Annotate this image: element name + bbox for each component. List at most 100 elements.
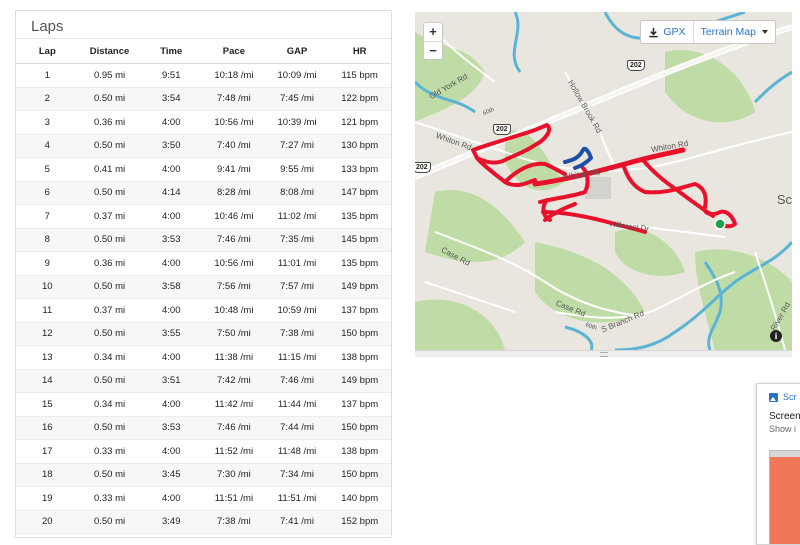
lap-row[interactable]: 17 0.33 mi 4:00 11:52 /mi 11:48 /mi 138 bpm (16, 439, 391, 464)
lap-cell-time: 4:00 (140, 204, 203, 229)
lap-row[interactable]: 13 0.34 mi 4:00 11:38 /mi 11:15 /mi 138 bpm (16, 345, 391, 370)
download-icon (649, 27, 658, 37)
lap-cell-pace: 10:56 /mi (202, 110, 266, 135)
lap-cell-pace: 8:28 /mi (202, 181, 266, 205)
map-toolbar: GPX Terrain Map (640, 20, 776, 44)
lap-cell-time: 9:51 (140, 63, 203, 88)
lap-row[interactable]: 11 0.37 mi 4:00 10:48 /mi 10:59 /mi 137 bpm (16, 298, 391, 323)
lap-cell-time: 4:00 (140, 251, 203, 276)
lap-cell-lap: 4 (16, 134, 79, 158)
col-header-hr[interactable]: HR (328, 39, 391, 64)
lap-cell-time: 3:53 (140, 416, 203, 440)
lap-row[interactable]: 10 0.50 mi 3:58 7:56 /mi 7:57 /mi 149 bpm (16, 275, 391, 299)
lap-row[interactable]: 20 0.50 mi 3:49 7:38 /mi 7:41 /mi 152 bpm (16, 510, 391, 534)
screenshot-thumbnail[interactable] (769, 450, 800, 544)
laps-header-row: Lap Distance Time Pace GAP HR (16, 39, 391, 64)
lap-row[interactable]: 15 0.34 mi 4:00 11:42 /mi 11:44 /mi 137 bpm (16, 392, 391, 417)
lap-cell-lap: 13 (16, 345, 79, 370)
building (585, 177, 611, 199)
lap-cell-lap: 17 (16, 439, 79, 464)
lap-cell-hr: 138 bpm (328, 533, 391, 537)
lap-cell-gap: 11:48 /mi (265, 439, 329, 464)
lap-cell-hr: 150 bpm (328, 416, 391, 440)
lap-cell-gap: 10:39 /mi (265, 110, 329, 135)
lap-cell-time: 4:00 (140, 157, 203, 182)
lap-row[interactable]: 19 0.33 mi 4:00 11:51 /mi 11:51 /mi 140 bpm (16, 486, 391, 511)
lap-row[interactable]: 16 0.50 mi 3:53 7:46 /mi 7:44 /mi 150 bpm (16, 416, 391, 440)
col-header-time[interactable]: Time (140, 39, 203, 64)
lap-cell-gap: 10:59 /mi (265, 298, 329, 323)
lap-row[interactable]: 1 0.95 mi 9:51 10:18 /mi 10:09 /mi 115 bpm (16, 63, 391, 88)
lap-cell-gap: 11:01 /mi (265, 251, 329, 276)
col-header-distance[interactable]: Distance (78, 39, 141, 64)
lap-cell-time: 4:00 (140, 110, 203, 135)
lap-cell-distance: 0.50 mi (78, 369, 141, 393)
lap-cell-lap: 14 (16, 369, 79, 393)
lap-cell-hr: 138 bpm (328, 439, 391, 464)
lap-row[interactable]: 2 0.50 mi 3:54 7:48 /mi 7:45 /mi 122 bpm (16, 87, 391, 111)
lap-cell-distance: 0.50 mi (78, 322, 141, 346)
lap-row[interactable]: 8 0.50 mi 3:53 7:46 /mi 7:35 /mi 145 bpm (16, 228, 391, 252)
lap-cell-gap: 11:51 /mi (265, 486, 329, 511)
lap-cell-lap: 20 (16, 510, 79, 534)
route-shield: 202 (493, 124, 511, 135)
lap-row[interactable]: 14 0.50 mi 3:51 7:42 /mi 7:46 /mi 149 bpm (16, 369, 391, 393)
lap-cell-distance: 0.50 mi (78, 510, 141, 534)
zoom-out-button[interactable]: − (429, 43, 437, 58)
terrain-map-canvas[interactable] (415, 12, 792, 350)
lap-cell-distance: 0.50 mi (78, 87, 141, 111)
col-header-gap[interactable]: GAP (265, 39, 329, 64)
lap-cell-time: 3:53 (140, 228, 203, 252)
col-header-pace[interactable]: Pace (202, 39, 266, 64)
gpx-download-button[interactable]: GPX (641, 21, 692, 43)
lap-cell-distance: 0.34 mi (78, 345, 141, 370)
screenshot-popup-card[interactable]: Scr Screen Show i (756, 383, 800, 545)
lap-cell-pace: 7:30 /mi (202, 463, 266, 487)
map-resize-bar[interactable] (415, 350, 792, 357)
zoom-in-button[interactable]: + (424, 23, 442, 42)
lap-cell-pace: 10:18 /mi (202, 63, 266, 88)
lap-cell-hr: 147 bpm (328, 181, 391, 205)
lap-row[interactable]: 18 0.50 mi 3:45 7:30 /mi 7:34 /mi 150 bpm (16, 463, 391, 487)
lap-cell-distance: 0.37 mi (78, 298, 141, 323)
lap-cell-gap: 7:35 /mi (265, 228, 329, 252)
lap-cell-lap: 2 (16, 87, 79, 111)
lap-cell-gap: 7:46 /mi (265, 369, 329, 393)
lap-cell-gap: 9:55 /mi (265, 157, 329, 182)
lap-cell-gap: 7:38 /mi (265, 322, 329, 346)
lap-row[interactable]: 3 0.36 mi 4:00 10:56 /mi 10:39 /mi 121 bpm (16, 110, 391, 135)
lap-row[interactable]: 9 0.36 mi 4:00 10:56 /mi 11:01 /mi 135 bpm (16, 251, 391, 276)
col-header-lap[interactable]: Lap (16, 39, 79, 64)
lap-cell-time: 3:58 (140, 275, 203, 299)
resize-grip-icon[interactable] (600, 352, 608, 357)
popup-header-label: Scr (783, 392, 797, 402)
start-marker[interactable] (714, 218, 726, 230)
lap-cell-hr: 122 bpm (328, 87, 391, 111)
lap-cell-pace: 10:48 /mi (202, 298, 266, 323)
lap-cell-lap: 8 (16, 228, 79, 252)
lap-cell-lap: 12 (16, 322, 79, 346)
lap-cell-time: 4:00 (140, 345, 203, 370)
lap-cell-time: 3:50 (140, 134, 203, 158)
lap-cell-hr: 135 bpm (328, 251, 391, 276)
map-type-dropdown[interactable]: Terrain Map (692, 21, 775, 43)
lap-cell-lap: 7 (16, 204, 79, 229)
lap-cell-hr: 133 bpm (328, 157, 391, 182)
lap-cell-hr: 150 bpm (328, 322, 391, 346)
lap-row[interactable]: 4 0.50 mi 3:50 7:40 /mi 7:27 /mi 130 bpm (16, 134, 391, 158)
lap-cell-pace: 7:46 /mi (202, 416, 266, 440)
lap-row[interactable]: 6 0.50 mi 4:14 8:28 /mi 8:08 /mi 147 bpm (16, 181, 391, 205)
route-map[interactable]: Old York Rd Hollow Brook Rd Whiton Rd Wh… (415, 12, 792, 350)
lap-cell-pace: 7:50 /mi (202, 322, 266, 346)
lap-cell-distance: 0.50 mi (78, 275, 141, 299)
lap-row[interactable]: 5 0.41 mi 4:00 9:41 /mi 9:55 /mi 133 bpm (16, 157, 391, 182)
info-icon[interactable]: i (770, 330, 782, 342)
lap-row[interactable]: 7 0.37 mi 4:00 10:46 /mi 11:02 /mi 135 bpm (16, 204, 391, 229)
lap-row[interactable]: 12 0.50 mi 3:55 7:50 /mi 7:38 /mi 150 bpm (16, 322, 391, 346)
popup-subtitle[interactable]: Show i (769, 424, 797, 434)
lap-cell-hr: 140 bpm (328, 486, 391, 511)
lap-cell-hr: 138 bpm (328, 345, 391, 370)
lap-cell-distance: 0.50 mi (78, 228, 141, 252)
lap-cell-distance: 0.41 mi (78, 157, 141, 182)
